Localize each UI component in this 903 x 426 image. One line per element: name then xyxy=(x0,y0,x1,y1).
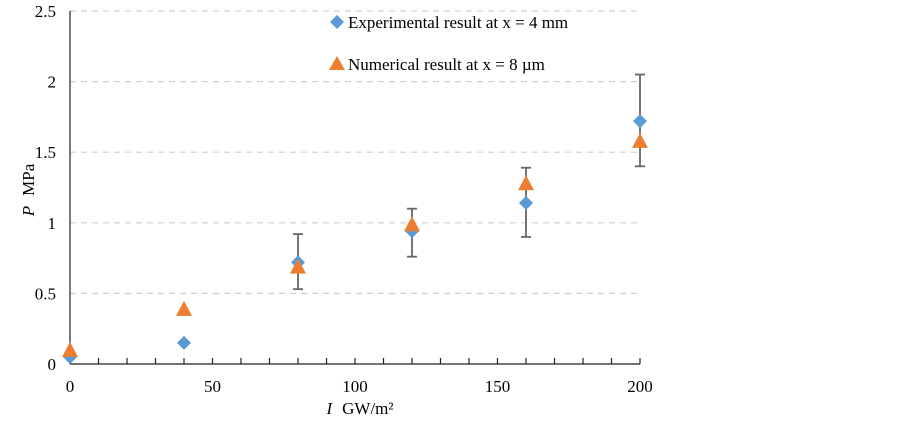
y-axis-unit: MPa xyxy=(19,163,38,196)
experimental-point xyxy=(633,114,647,129)
experimental-point xyxy=(177,335,191,350)
x-tick-label: 200 xyxy=(627,377,653,396)
y-tick-label: 0.5 xyxy=(35,284,56,303)
gridlines xyxy=(70,10,640,294)
y-tick-label: 0 xyxy=(48,355,57,374)
data-points xyxy=(62,114,648,364)
y-axis-label: P MPa xyxy=(19,163,38,217)
legend-label-numerical: Numerical result at x = 8 µm xyxy=(348,55,545,74)
numerical-point xyxy=(404,216,420,232)
legend: Experimental result at x = 4 mm Numerica… xyxy=(329,13,568,74)
legend-label-experimental: Experimental result at x = 4 mm xyxy=(348,13,568,32)
numerical-point xyxy=(176,300,192,316)
y-tick-label: 1.5 xyxy=(35,143,56,162)
y-tick-label: 1 xyxy=(48,214,57,233)
x-tick-label: 150 xyxy=(485,377,511,396)
experimental-point xyxy=(519,196,533,211)
x-tick-label: 50 xyxy=(204,377,221,396)
svg-text:PMPa: P MPa xyxy=(19,163,38,217)
x-tick-label: 100 xyxy=(342,377,368,396)
tick-labels: 0 0.5 1 1.5 2 2.5 0 50 100 150 200 xyxy=(35,2,653,396)
numerical-point xyxy=(632,132,648,148)
x-axis-label: I GW/m² xyxy=(325,399,393,418)
error-bars xyxy=(179,73,645,346)
x-axis-var: I xyxy=(325,399,333,418)
numerical-point xyxy=(518,175,534,191)
legend-triangle-icon xyxy=(329,56,345,70)
numerical-point xyxy=(290,258,306,274)
y-axis-var: P xyxy=(19,206,38,217)
y-tick-label: 2.5 xyxy=(35,2,56,21)
legend-item-experimental: Experimental result at x = 4 mm xyxy=(330,13,568,32)
x-axis-unit: GW/m² xyxy=(342,399,393,418)
legend-item-numerical: Numerical result at x = 8 µm xyxy=(329,55,545,74)
x-tick-label: 0 xyxy=(66,377,75,396)
axes xyxy=(69,11,641,365)
numerical-point xyxy=(62,341,78,357)
y-tick-label: 2 xyxy=(48,73,57,92)
legend-diamond-icon xyxy=(330,15,344,29)
